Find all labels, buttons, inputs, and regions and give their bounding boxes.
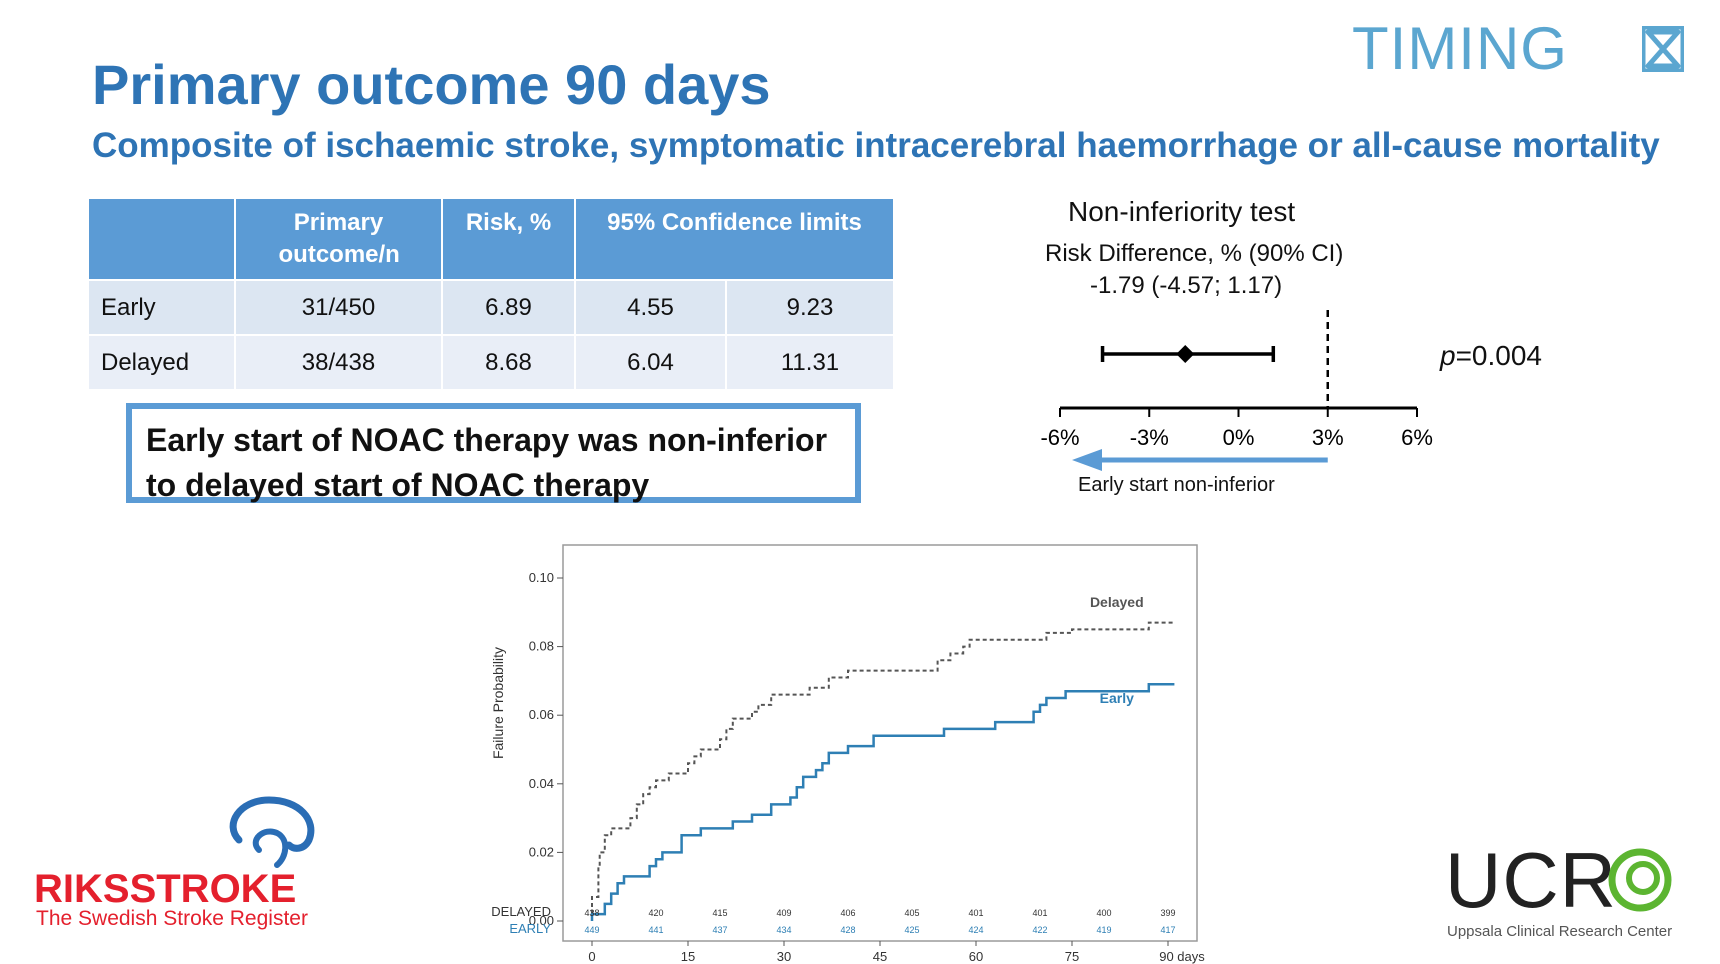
ucr-logo: UCR Uppsala Clinical Research Center: [1445, 836, 1680, 945]
risk-table-value: 420: [648, 908, 663, 918]
risk-difference-label: Risk Difference, % (90% CI): [1045, 240, 1344, 267]
ci-lower-cell: 4.55: [574, 279, 727, 336]
table-row: Delayed 38/438 8.68 6.04 11.31: [87, 334, 896, 391]
table-header-row: Primary outcome/n Risk, % 95% Confidence…: [87, 197, 896, 281]
brain-icon: [229, 796, 315, 868]
slide-subtitle: Composite of ischaemic stroke, symptomat…: [92, 126, 1660, 165]
ci-upper-cell: 11.31: [724, 334, 896, 391]
slide-title: Primary outcome 90 days: [92, 53, 771, 116]
arrow-head-icon: [1072, 449, 1102, 471]
row-label: Delayed: [87, 334, 236, 391]
risk-table-value: 424: [968, 925, 983, 935]
conclusion-line: Early start of NOAC therapy was non-infe…: [146, 422, 828, 458]
risk-table-value: 405: [904, 908, 919, 918]
conclusion-line: to delayed start of NOAC therapy: [146, 467, 650, 503]
y-tick-label: 0.08: [529, 639, 554, 654]
outcome-cell: 38/438: [234, 334, 443, 391]
row-label: Early: [87, 279, 236, 336]
table-header-cell: [87, 197, 236, 281]
timing-logo: TIMING: [1352, 15, 1684, 82]
x-tick-label: 3%: [1312, 425, 1344, 450]
risk-table-value: 400: [1096, 908, 1111, 918]
risk-table-value: 406: [840, 908, 855, 918]
y-tick-label: 0.04: [529, 776, 554, 791]
x-tick-label: 15: [681, 949, 695, 964]
riksstroke-logo: RIKSSTROKE The Swedish Stroke Register: [34, 795, 334, 930]
series-label-delayed: Delayed: [1090, 594, 1144, 610]
risk-difference-value: -1.79 (-4.57; 1.17): [1090, 272, 1283, 299]
ci-upper-cell: 9.23: [724, 279, 896, 336]
risk-table-value: 449: [584, 925, 599, 935]
x-tick-label: 30: [777, 949, 791, 964]
x-tick-label: 60: [969, 949, 983, 964]
x-tick-label: -3%: [1130, 425, 1169, 450]
timing-logo-text: TIMING: [1352, 15, 1568, 82]
risk-table-value: 438: [584, 908, 599, 918]
risk-table-value: 415: [712, 908, 727, 918]
x-tick-label: -6%: [1040, 425, 1079, 450]
risk-cell: 8.68: [441, 334, 576, 391]
series-line-early: [590, 683, 1175, 921]
table-header-cell: 95% Confidence limits: [573, 197, 896, 281]
outcome-cell: 31/450: [234, 279, 443, 336]
series-line-delayed: [591, 621, 1175, 921]
risk-table-value: 441: [648, 925, 663, 935]
risk-table-value: 425: [904, 925, 919, 935]
x-tick-label: 45: [873, 949, 887, 964]
risk-table-value: 419: [1096, 925, 1111, 935]
x-tick-label: 0%: [1223, 425, 1255, 450]
p-number: =0.004: [1455, 340, 1542, 371]
x-tick-label: 75: [1065, 949, 1079, 964]
estimate-diamond: [1176, 345, 1195, 363]
risk-table-value: 428: [840, 925, 855, 935]
risk-table-value: 401: [1032, 908, 1047, 918]
hourglass-icon: [1642, 26, 1684, 72]
risk-table-value: 437: [712, 925, 727, 935]
y-tick-label: 0.00: [529, 913, 554, 928]
x-tick-label: 90 days: [1159, 949, 1205, 964]
y-tick-label: 0.10: [529, 570, 554, 585]
p-symbol: p: [1440, 340, 1456, 371]
results-table: Primary outcome/n Risk, % 95% Confidence…: [87, 197, 896, 391]
risk-table-row-label: DELAYED: [491, 904, 551, 919]
risk-table-row-label: EARLY: [509, 921, 551, 936]
table-header-cell: Risk, %: [441, 197, 576, 281]
risk-table-value: 401: [968, 908, 983, 918]
conclusion-box: Early start of NOAC therapy was non-infe…: [126, 403, 861, 503]
ucr-ring-icon: [1608, 848, 1672, 912]
ci-lower-cell: 6.04: [574, 334, 727, 391]
y-tick-label: 0.06: [529, 707, 554, 722]
x-tick-label: 0: [588, 949, 595, 964]
series-label-early: Early: [1100, 690, 1134, 706]
arrow-label: Early start non-inferior: [1078, 474, 1275, 496]
table-row: Early 31/450 6.89 4.55 9.23: [87, 279, 896, 336]
ucr-name: UCR: [1445, 836, 1617, 924]
table-header-cell: Primary outcome/n: [234, 197, 443, 281]
header-outcome: Primary outcome/n: [278, 209, 400, 268]
noninferiority-title: Non-inferiority test: [1068, 196, 1296, 227]
p-value: p=0.004: [1440, 340, 1542, 372]
risk-table-value: 422: [1032, 925, 1047, 935]
risk-cell: 6.89: [441, 279, 576, 336]
y-tick-label: 0.02: [529, 844, 554, 859]
km-chart: 0.00 0.02 0.04 0.06 0.08 0.10 0 15 30 45 60 75 90 da…: [490, 544, 1205, 964]
y-axis-label: Failure Probability: [490, 647, 506, 759]
risk-table-value: 434: [776, 925, 791, 935]
ucr-tagline: Uppsala Clinical Research Center: [1447, 923, 1673, 940]
forest-plot: -6% -3% 0% 3% 6%: [1040, 310, 1433, 471]
risk-table-value: 409: [776, 908, 791, 918]
risk-table-value: 399: [1160, 908, 1175, 918]
riksstroke-tagline: The Swedish Stroke Register: [36, 907, 308, 930]
risk-table-value: 417: [1160, 925, 1175, 935]
riksstroke-name: RIKSSTROKE: [34, 867, 297, 911]
x-tick-label: 6%: [1401, 425, 1433, 450]
